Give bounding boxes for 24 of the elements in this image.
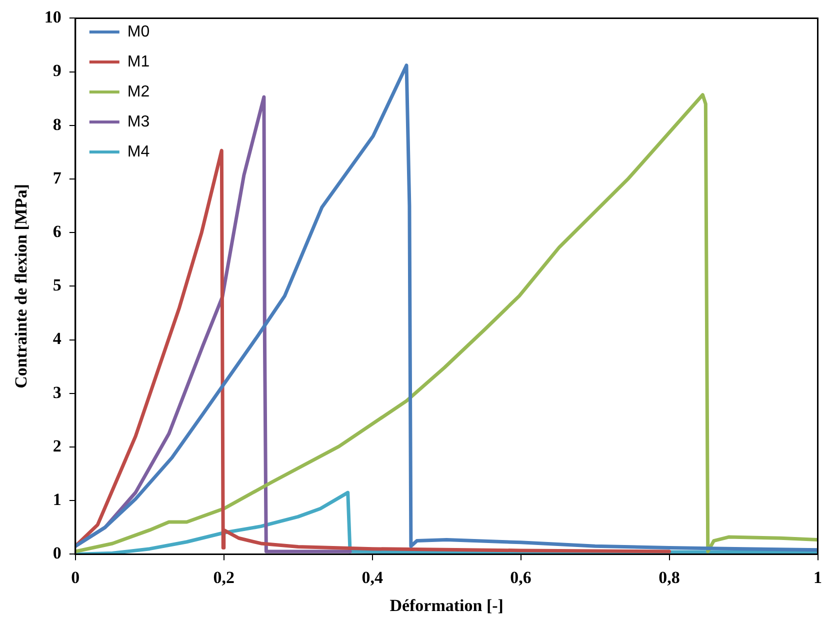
x-tick-label: 0,6 <box>510 568 532 587</box>
y-axis-title: Contrainte de flexion [MPa] <box>12 184 31 388</box>
y-tick-label: 10 <box>44 8 62 27</box>
y-tick-label: 2 <box>52 436 62 456</box>
y-tick-label: 5 <box>52 276 62 295</box>
legend-label: M3 <box>127 113 150 130</box>
y-tick-label: 1 <box>52 490 62 509</box>
legend-label: M0 <box>127 23 150 40</box>
x-tick-label: 1 <box>814 568 822 587</box>
legend-label: M4 <box>127 143 150 160</box>
x-axis-title: Déformation [-] <box>390 596 504 616</box>
y-tick-label: 7 <box>52 168 62 188</box>
y-tick-label: 8 <box>52 114 62 134</box>
legend-label: M1 <box>127 53 150 70</box>
y-tick-label: 3 <box>52 382 62 402</box>
y-tick-label: 0 <box>52 544 62 563</box>
x-tick-label: 0 <box>71 568 80 587</box>
y-tick-label: 9 <box>52 61 62 80</box>
x-tick-label: 0,2 <box>213 568 234 587</box>
legend-label: M2 <box>127 83 150 100</box>
y-tick-label: 4 <box>52 329 62 348</box>
x-tick-label: 0,8 <box>658 568 680 587</box>
y-tick-label: 6 <box>52 222 62 241</box>
x-tick-label: 0,4 <box>362 568 384 587</box>
